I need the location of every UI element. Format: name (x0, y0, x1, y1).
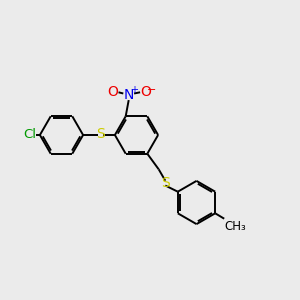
Text: O: O (108, 85, 118, 99)
Text: O: O (140, 85, 151, 99)
Text: −: − (147, 85, 156, 95)
Text: N: N (124, 88, 134, 102)
Text: CH₃: CH₃ (225, 220, 247, 233)
Text: Cl: Cl (23, 128, 36, 142)
Text: S: S (161, 176, 170, 190)
Text: S: S (96, 127, 105, 141)
Text: +: + (130, 85, 138, 95)
